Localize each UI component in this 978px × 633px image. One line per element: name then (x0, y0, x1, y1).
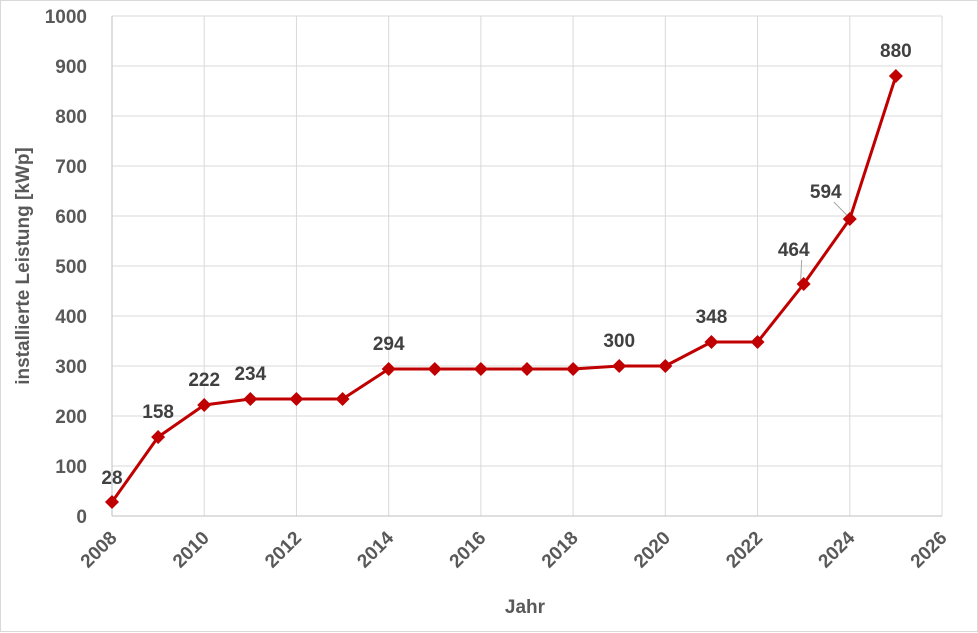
data-label: 294 (373, 334, 405, 355)
data-label: 222 (188, 370, 220, 391)
y-tick-label: 600 (55, 207, 87, 228)
x-tick-label: 2020 (630, 528, 675, 573)
y-tick-label: 1000 (45, 7, 87, 28)
data-label: 880 (880, 41, 912, 62)
data-label: 28 (101, 468, 122, 489)
data-point-marker (566, 362, 581, 376)
x-axis-title: Jahr (505, 597, 546, 618)
data-point-marker (612, 359, 627, 373)
x-tick-label: 2026 (907, 528, 952, 573)
data-point-marker (105, 495, 119, 509)
y-tick-label: 200 (55, 407, 87, 428)
x-tick-label: 2024 (815, 527, 860, 572)
series (105, 69, 903, 509)
data-point-marker (473, 362, 488, 376)
data-point-marker (658, 359, 673, 373)
data-labels: 28 158 222 234 294 300 348 464 594 880 (101, 41, 911, 489)
y-tick-label: 0 (76, 507, 87, 528)
data-label: 594 (810, 182, 842, 203)
data-point-marker (796, 277, 811, 291)
data-label: 348 (696, 307, 728, 328)
axes (111, 16, 942, 517)
x-tick-label: 2010 (169, 528, 214, 573)
data-label: 300 (603, 331, 635, 352)
y-tick-label: 700 (55, 157, 87, 178)
y-tick-label: 800 (55, 107, 87, 128)
gridlines (112, 15, 943, 516)
data-label: 464 (778, 240, 810, 261)
x-tick-labels: 2008 2010 2012 2014 2016 2018 2020 2022 2024 2026 (77, 527, 952, 572)
y-tick-label: 500 (55, 257, 87, 278)
y-axis-title: installierte Leistung [kWp] (13, 147, 34, 385)
data-label-leader (800, 259, 803, 281)
data-point-marker (750, 335, 765, 349)
x-tick-label: 2022 (722, 528, 767, 573)
y-tick-labels: 0 100 200 300 400 500 600 700 800 900 1000 (45, 7, 87, 528)
x-tick-label: 2014 (353, 527, 398, 572)
data-point-marker (243, 392, 258, 406)
series-line (110, 75, 898, 503)
data-label: 158 (142, 402, 174, 423)
data-point-marker (151, 430, 166, 444)
data-label: 234 (234, 364, 266, 385)
x-tick-label: 2008 (77, 528, 122, 573)
data-label-leader (833, 201, 848, 216)
y-tick-label: 300 (55, 357, 87, 378)
x-tick-label: 2018 (538, 528, 583, 573)
x-tick-label: 2016 (446, 528, 491, 573)
data-point-marker (335, 392, 350, 406)
y-tick-label: 400 (55, 307, 87, 328)
x-tick-label: 2012 (261, 528, 306, 573)
data-point-marker (520, 362, 534, 376)
data-point-marker (704, 335, 719, 349)
data-point-marker (888, 69, 903, 83)
data-point-marker (289, 392, 304, 406)
data-point-marker (381, 362, 396, 376)
y-tick-label: 100 (55, 457, 87, 478)
y-tick-label: 900 (55, 57, 87, 78)
data-point-marker (842, 212, 857, 226)
data-point-marker (197, 398, 212, 412)
data-point-marker (427, 362, 442, 376)
